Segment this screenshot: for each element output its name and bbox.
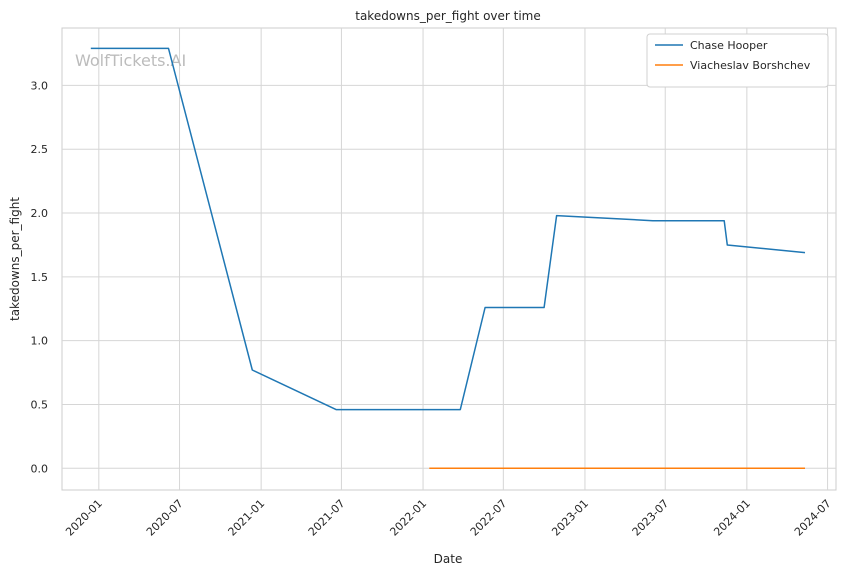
x-tick-label: 2021-07: [306, 497, 348, 539]
y-tick-label: 2.0: [31, 207, 49, 220]
chart-title: takedowns_per_fight over time: [355, 9, 541, 23]
legend: Chase Hooper Viacheslav Borshchev: [646, 33, 829, 88]
legend-label-0: Chase Hooper: [690, 39, 768, 52]
y-tick-label: 3.0: [31, 79, 49, 92]
y-tick-label: 1.0: [31, 335, 49, 348]
x-tick-label: 2024-07: [792, 497, 834, 539]
series-line-0: [90, 47, 806, 411]
y-tick-label: 2.5: [31, 143, 49, 156]
x-tick-label: 2023-07: [630, 497, 672, 539]
x-tick-label: 2024-01: [711, 497, 753, 539]
y-axis-label: takedowns_per_fight: [8, 197, 22, 321]
legend-box: [646, 33, 829, 88]
grid: [62, 28, 836, 490]
y-tick-label: 0.5: [31, 398, 49, 411]
y-tick-labels: 0.0 0.5 1.0 1.5 2.0 2.5 3.0: [31, 79, 49, 475]
x-tick-labels: 2020-01 2020-07 2021-01 2021-07 2022-01 2022-…: [63, 497, 833, 539]
x-tick-label: 2021-01: [226, 497, 268, 539]
watermark: WolfTickets.AI: [75, 51, 186, 70]
y-tick-label: 1.5: [31, 271, 49, 284]
x-axis-label: Date: [434, 552, 463, 566]
plot-area: [61, 27, 837, 491]
x-tick-label: 2022-01: [387, 497, 429, 539]
x-tick-label: 2020-07: [144, 497, 186, 539]
x-tick-label: 2023-01: [549, 497, 591, 539]
x-tick-label: 2022-07: [468, 497, 510, 539]
legend-label-1: Viacheslav Borshchev: [690, 59, 811, 72]
y-tick-label: 0.0: [31, 462, 49, 475]
series-group: [90, 47, 806, 470]
x-tick-label: 2020-01: [63, 497, 105, 539]
